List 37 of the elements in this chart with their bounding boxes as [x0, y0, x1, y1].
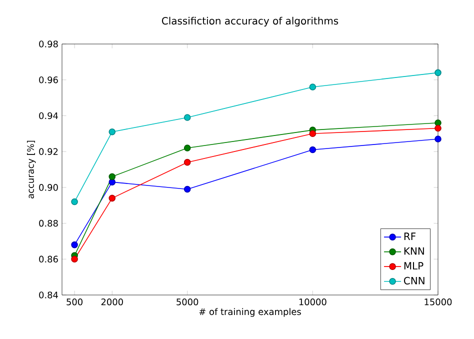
legend-label: KNN [404, 247, 424, 255]
legend-label: CNN [404, 276, 424, 284]
y-tick-label: 0.92 [39, 148, 58, 155]
point [184, 186, 191, 193]
point [309, 146, 316, 154]
point [108, 128, 116, 136]
y-tick-label: 0.98 [39, 40, 58, 48]
point [184, 158, 191, 166]
point [309, 84, 316, 90]
chart-title: Classifiction accuracy of algorithms [162, 16, 338, 27]
y-tick-label: 0.88 [39, 220, 58, 227]
point [434, 69, 442, 76]
y-tick-label: 0.86 [39, 256, 58, 263]
y-tick-label: 0.84 [39, 292, 58, 298]
point [434, 124, 442, 132]
point [434, 119, 442, 126]
point [309, 130, 316, 138]
point [108, 173, 116, 180]
x-tick-label: 10000 [299, 298, 326, 306]
point [71, 241, 78, 248]
y-tick-label: 0.94 [39, 112, 58, 120]
y-tick-label: 0.96 [39, 76, 58, 84]
legend-label: RF [404, 232, 416, 240]
x-tick-label: 5000 [176, 298, 198, 306]
x-tick-label: 2000 [101, 298, 123, 306]
point [71, 256, 78, 263]
y-tick-label: 0.90 [39, 184, 58, 191]
x-tick-label: 15000 [424, 298, 452, 306]
point [184, 114, 191, 121]
point [434, 136, 442, 142]
x-tick-label: 500 [66, 298, 82, 306]
point [108, 194, 116, 202]
point [71, 198, 78, 206]
x-axis-title: # of training examples [199, 308, 301, 317]
legend-label: MLP [404, 262, 424, 270]
point [184, 144, 191, 152]
y-axis-title: accuracy [%] [27, 140, 36, 198]
